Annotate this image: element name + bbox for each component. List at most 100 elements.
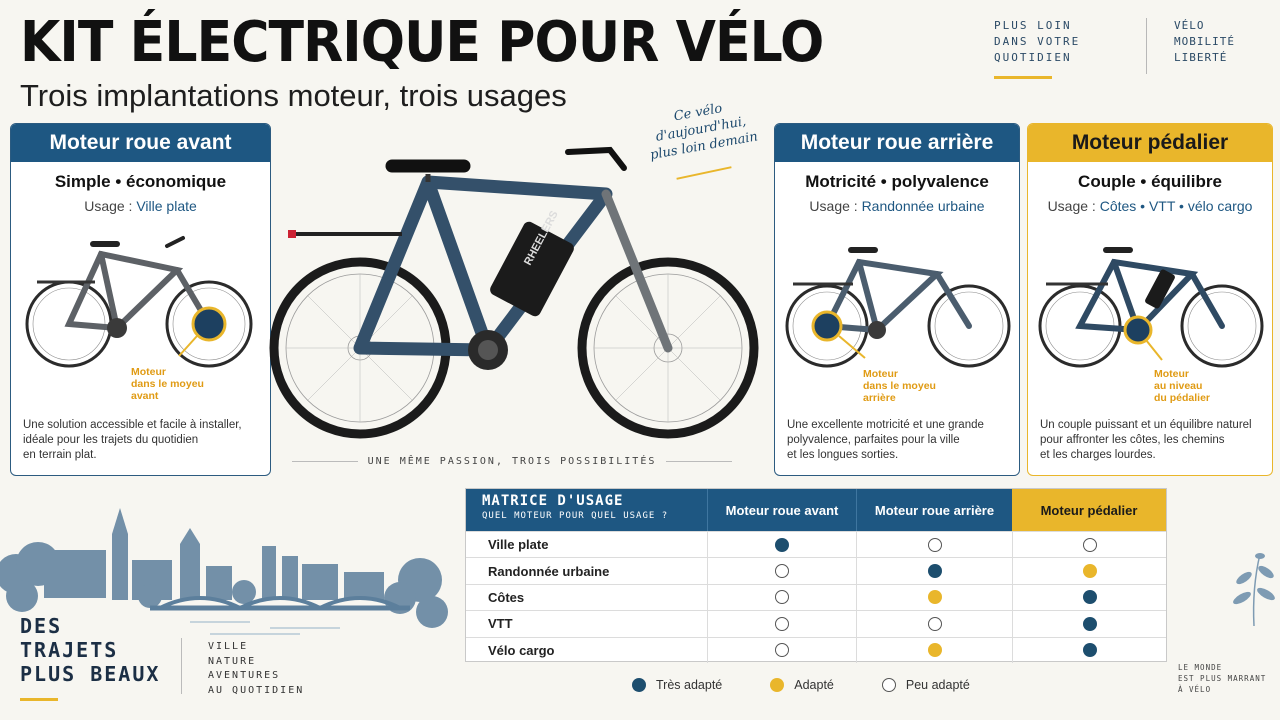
- matrix-row: Vélo cargo: [466, 636, 1166, 663]
- rating-dot-none-icon: [775, 616, 789, 631]
- caption-text: UNE MÊME PASSION, TROIS POSSIBILITÉS: [367, 456, 657, 467]
- desc-line: idéale pour les trajets du quotidien: [23, 434, 199, 446]
- matrix-legend: Très adapté Adapté Peu adapté: [632, 678, 970, 692]
- matrix-row-label: VTT: [488, 616, 513, 632]
- corner-quote: LE MONDE EST PLUS MARRANT À VÉLO: [1178, 662, 1266, 695]
- desc-line: en terrain plat.: [23, 449, 97, 461]
- caption-rule: [666, 461, 732, 462]
- card-title: Moteur pédalier: [1028, 124, 1272, 162]
- tag-a: Motricité: [805, 172, 877, 191]
- dot-half-icon: [770, 678, 785, 692]
- matrix-row-label: Vélo cargo: [488, 642, 555, 658]
- footer-list-item: AVENTURES: [208, 670, 281, 681]
- callout-line: Moteur: [1154, 368, 1189, 380]
- matrix-cell: [1012, 558, 1166, 584]
- hero-caption: UNE MÊME PASSION, TROIS POSSIBILITÉS: [292, 456, 732, 467]
- desc-line: Un couple puissant et un équilibre natur…: [1040, 419, 1252, 431]
- matrix-cell: [707, 532, 856, 558]
- matrix-col-mid: Moteur pédalier: [1012, 489, 1166, 531]
- tag-b: polyvalence: [891, 172, 989, 191]
- matrix-cell: [856, 611, 1012, 637]
- desc-line: Une solution accessible et facile à inst…: [23, 419, 242, 431]
- rating-dot-full-icon: [775, 537, 789, 552]
- bike-illustration-mid: [1038, 247, 1264, 368]
- callout-line: Moteur: [863, 368, 898, 380]
- matrix-row: Côtes: [466, 583, 1166, 611]
- slogan-line: PLUS BEAUX: [20, 662, 161, 686]
- desc-line: Une excellente motricité et une grande: [787, 419, 984, 431]
- tag-b: économique: [126, 172, 227, 191]
- tagline-line: DANS VOTRE: [994, 35, 1081, 48]
- matrix-cell: [1012, 584, 1166, 611]
- corner-line: EST PLUS MARRANT: [1178, 674, 1267, 683]
- slogan-underline: [20, 698, 58, 701]
- tag-b: équilibre: [1151, 172, 1222, 191]
- tagline-line: MOBILITÉ: [1174, 35, 1235, 48]
- matrix-cell: [1012, 637, 1166, 663]
- card-title: Moteur roue avant: [11, 124, 270, 162]
- bike-illustration-rear: [785, 247, 1011, 368]
- card-rear-motor: Moteur roue arrière Motricité • polyvale…: [774, 123, 1020, 476]
- card-description: Un couple puissant et un équilibre natur…: [1040, 418, 1264, 463]
- tagline-divider: [1146, 18, 1147, 74]
- callout-line: dans le moyeu: [131, 378, 204, 390]
- usage-label: Usage :: [84, 198, 133, 214]
- tagline-right: VÉLO MOBILITÉ LIBERTÉ: [1174, 18, 1235, 66]
- footer-list-item: VILLE: [208, 641, 249, 652]
- matrix-cell: [856, 637, 1012, 663]
- legend-full: Très adapté: [632, 678, 722, 692]
- hero-bike-illustration: RHEELERS: [269, 146, 759, 439]
- motor-callout: Moteur dans le moyeu arrière: [863, 368, 936, 404]
- legend-half-label: Adapté: [794, 678, 834, 692]
- matrix-cell: [707, 611, 856, 637]
- tagline-left: PLUS LOIN DANS VOTRE QUOTIDIEN: [994, 18, 1080, 66]
- matrix-cell: [1012, 611, 1166, 637]
- footer-divider: [181, 638, 182, 694]
- motor-callout: Moteur au niveau du pédalier: [1154, 368, 1210, 404]
- matrix-cell: [707, 558, 856, 584]
- matrix-title-cell: MATRICE D'USAGE QUEL MOTEUR POUR QUEL US…: [466, 489, 707, 531]
- corner-line: LE MONDE: [1178, 663, 1223, 672]
- rating-dot-half-icon: [927, 643, 942, 658]
- matrix-row: Ville plate: [466, 531, 1166, 558]
- corner-line: À VÉLO: [1178, 685, 1212, 694]
- slogan-line: TRAJETS: [20, 638, 119, 662]
- tag-separator: •: [1140, 172, 1147, 191]
- usage-value: Randonnée urbaine: [861, 198, 985, 214]
- page-subtitle: Trois implantations moteur, trois usages: [20, 78, 567, 113]
- slogan-line: DES: [20, 614, 63, 638]
- matrix-col-rear: Moteur roue arrière: [856, 489, 1012, 531]
- tag-separator: •: [115, 172, 122, 191]
- card-description: Une solution accessible et facile à inst…: [23, 418, 262, 463]
- desc-line: pour affronter les côtes, les chemins: [1040, 434, 1225, 446]
- footer-slogan: DES TRAJETS PLUS BEAUX: [20, 614, 160, 686]
- matrix-cell: [856, 558, 1012, 584]
- matrix-title: MATRICE D'USAGE: [482, 493, 624, 509]
- dot-full-icon: [632, 678, 646, 692]
- rating-dot-none-icon: [775, 643, 789, 658]
- matrix-body: Ville plate Randonnée urbaine Côtes VTT Vélo…: [466, 531, 1166, 663]
- card-mid-motor: Moteur pédalier Couple • équilibre Usage…: [1027, 123, 1273, 476]
- card-tagline: Simple • économique: [11, 172, 270, 192]
- tagline-line: LIBERTÉ: [1174, 51, 1228, 64]
- rating-dot-full-icon: [1082, 643, 1097, 658]
- usage-value: Côtes • VTT • vélo cargo: [1099, 198, 1253, 214]
- rating-dot-none-icon: [775, 590, 789, 605]
- tagline-line: VÉLO: [1174, 19, 1205, 32]
- rating-dot-none-icon: [927, 537, 942, 552]
- matrix-subtitle: QUEL MOTEUR POUR QUEL USAGE ?: [482, 511, 669, 521]
- matrix-cell: [707, 584, 856, 611]
- legend-full-label: Très adapté: [656, 678, 723, 692]
- dot-empty-icon: [881, 678, 896, 692]
- tagline-underline: [994, 76, 1052, 79]
- tag-a: Couple: [1078, 172, 1136, 191]
- rating-dot-full-icon: [1082, 590, 1097, 605]
- matrix-row-label: Côtes: [488, 589, 525, 605]
- matrix-row: Randonnée urbaine: [466, 557, 1166, 584]
- desc-line: et les charges lourdes.: [1040, 449, 1156, 461]
- matrix-cell: [856, 532, 1012, 558]
- page-title: KIT ÉLECTRIQUE POUR VÉLO: [20, 10, 824, 75]
- usage-matrix: MATRICE D'USAGE QUEL MOTEUR POUR QUEL US…: [465, 488, 1167, 663]
- rating-dot-full-icon: [1082, 616, 1097, 631]
- legend-none-label: Peu adapté: [905, 678, 970, 692]
